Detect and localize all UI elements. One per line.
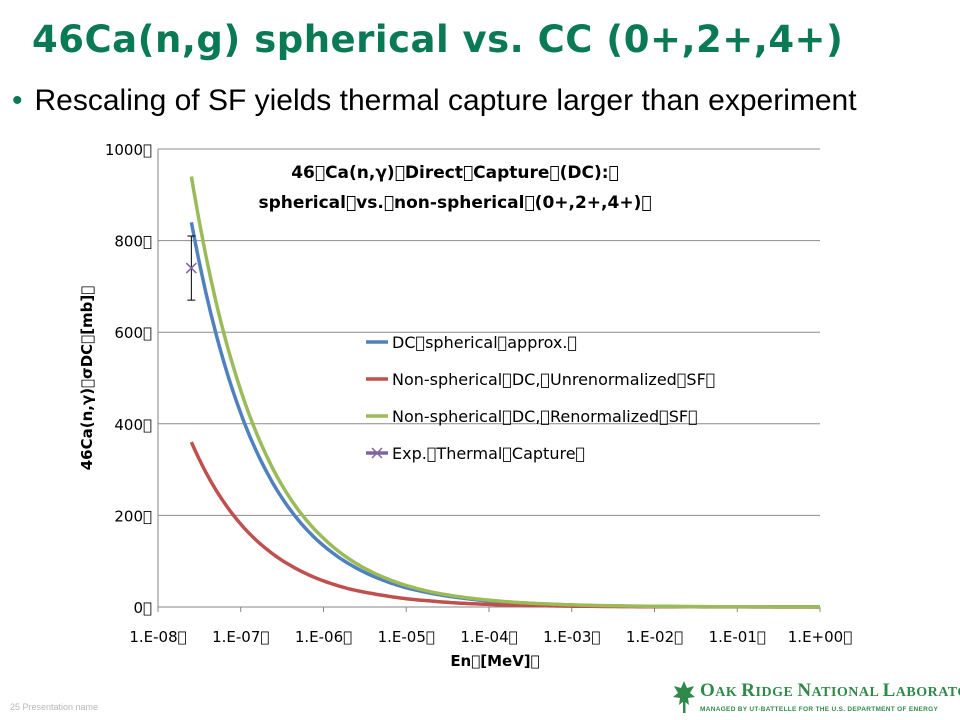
- x-tick-label: 1.E-01 : [709, 628, 766, 646]
- y-tick-label: 600 : [114, 324, 152, 342]
- series-lines: [189, 176, 821, 609]
- x-tick-label: 1.E-07 : [212, 628, 269, 646]
- x-axis-label: En [MeV] : [450, 652, 539, 670]
- y-tick-label: 800 : [114, 233, 152, 251]
- x-tick-label: 1.E+00 : [788, 628, 852, 646]
- series-line: [189, 176, 820, 609]
- logo-letters: ABORATORY: [895, 685, 960, 700]
- x-tick-label: 1.E-02 : [626, 628, 683, 646]
- y-tick-labels: 0  200  400  600  800  1000 : [105, 141, 152, 617]
- logo-letter: L: [882, 680, 896, 701]
- data-point-marker: [185, 262, 197, 274]
- logo-letter: O: [700, 680, 716, 701]
- ornl-logo-name: OAK RIDGE NATIONAL LABORATORY: [700, 680, 960, 702]
- bullet-dot-icon: •: [12, 84, 23, 117]
- ornl-logo: OAK RIDGE NATIONAL LABORATORY MANAGED BY…: [672, 678, 960, 718]
- x-tick-label: 1.E-08 : [129, 628, 186, 646]
- bullet-text: Rescaling of SF yields thermal capture l…: [34, 84, 857, 117]
- legend: DC spherical approx.  Non-spherical DC, U…: [366, 333, 715, 463]
- legend-entry: Non-spherical DC, Renormalized SF : [392, 407, 698, 426]
- data-points: [185, 235, 197, 301]
- chart: 0 200 400 600 800 1000  1.E-08  1.E-07  1.…: [78, 141, 853, 670]
- logo-letters: IDGE: [755, 685, 798, 700]
- legend-entry: Non-spherical DC, Unrenormalized SF : [392, 370, 715, 389]
- legend-entry: DC spherical approx. : [392, 333, 577, 352]
- chart-title-line1: 46 Ca(n,γ) Direct Capture (DC): : [291, 163, 619, 183]
- logo-letters: ATIONAL: [811, 685, 883, 700]
- logo-letter: R: [741, 680, 756, 701]
- logo-letters: AK: [715, 685, 742, 700]
- legend-marker: [371, 447, 383, 459]
- x-tick-label: 1.E-05 : [378, 628, 435, 646]
- y-tick-label: 0 : [133, 599, 152, 617]
- bullet-point: • Rescaling of SF yields thermal capture …: [12, 84, 857, 118]
- leaf-logo-icon: [673, 681, 695, 713]
- legend-entry: Exp. Thermal Capture : [392, 444, 585, 463]
- x-tick-label: 1.E-03 : [543, 628, 600, 646]
- y-tick-label: 400 : [114, 416, 152, 434]
- y-tick-label: 200 : [114, 507, 152, 525]
- footer-text: 25 Presentation name: [10, 702, 99, 712]
- ornl-logo-subtitle: MANAGED BY UT-BATTELLE FOR THE U.S. DEPA…: [700, 706, 939, 713]
- y-tick-label: 1000 : [105, 141, 152, 159]
- plot-area: [158, 149, 820, 607]
- x-tick-label: 1.E-04 : [460, 628, 517, 646]
- x-tick-labels: 1.E-08  1.E-07  1.E-06  1.E-05  1.E-04  1.E-0…: [129, 628, 852, 646]
- y-axis-label: 46Ca(n,γ) σDC [mb] : [78, 286, 96, 471]
- x-tick-label: 1.E-06 : [295, 628, 352, 646]
- chart-title-line2: spherical vs. non-spherical (0+,2+,4+) : [258, 193, 651, 213]
- logo-letter: N: [797, 680, 812, 701]
- slide-title: 46Ca(n,g) spherical vs. CC (0+,2+,4+): [32, 18, 844, 61]
